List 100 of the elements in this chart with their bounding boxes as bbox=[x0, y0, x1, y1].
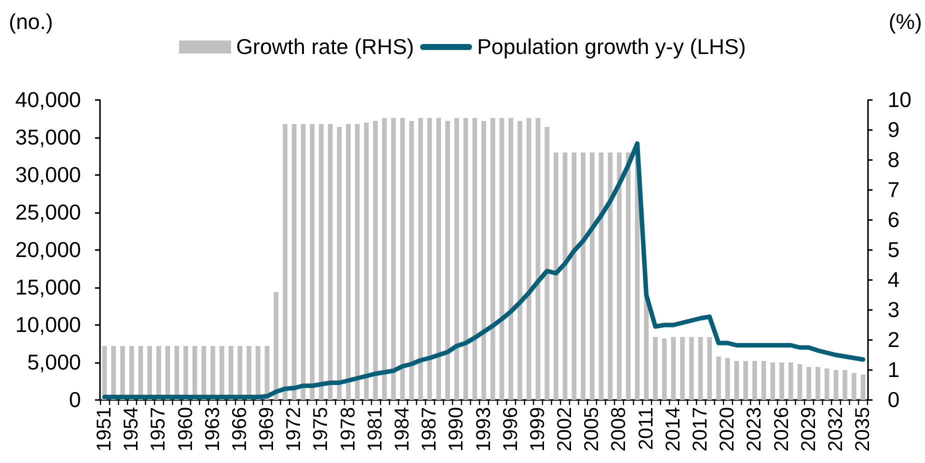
y2-tick-label: 5 bbox=[888, 238, 900, 262]
bar bbox=[445, 121, 450, 400]
x-tick-label: 2017 bbox=[690, 407, 712, 452]
bar bbox=[391, 118, 396, 400]
y2-tick-label: 10 bbox=[888, 88, 912, 112]
bar bbox=[499, 118, 504, 400]
bar bbox=[752, 361, 758, 400]
bar bbox=[418, 118, 423, 400]
bar bbox=[761, 361, 766, 400]
bar bbox=[364, 122, 369, 400]
bar bbox=[608, 152, 613, 400]
bar bbox=[806, 367, 812, 400]
bar bbox=[490, 118, 496, 400]
x-tick-label: 1996 bbox=[500, 407, 522, 452]
bar bbox=[689, 337, 694, 400]
y-tick-label: 10,000 bbox=[15, 313, 82, 337]
y-tick-label: 30,000 bbox=[15, 163, 82, 187]
y2-tick-label: 9 bbox=[888, 118, 900, 142]
x-tick-label: 2005 bbox=[581, 407, 604, 452]
y-tick-label: 25,000 bbox=[15, 200, 82, 224]
y2-axis-title: (%) bbox=[888, 10, 922, 34]
bar bbox=[653, 337, 658, 400]
x-tick-label: 1966 bbox=[228, 407, 251, 452]
bar bbox=[816, 367, 820, 400]
bar bbox=[598, 152, 604, 400]
x-tick-label: 1954 bbox=[120, 407, 143, 452]
x-tick-label: 2026 bbox=[770, 407, 793, 452]
bar bbox=[590, 152, 594, 400]
bar bbox=[355, 124, 360, 400]
bar bbox=[400, 118, 405, 400]
bar bbox=[300, 124, 306, 400]
bar bbox=[518, 121, 522, 400]
bar bbox=[671, 337, 676, 400]
x-tick-label: 2011 bbox=[635, 407, 658, 450]
bar bbox=[220, 346, 224, 400]
bar bbox=[860, 374, 866, 400]
x-tick-label: 1957 bbox=[148, 407, 170, 452]
x-tick-label: 1987 bbox=[418, 407, 441, 452]
x-tick-label: 2020 bbox=[716, 407, 739, 452]
x-tick-label: 2008 bbox=[608, 407, 630, 452]
bar bbox=[698, 337, 703, 400]
y-tick-label: 40,000 bbox=[15, 88, 82, 112]
bar bbox=[346, 124, 351, 400]
y2-tick-label: 7 bbox=[888, 178, 900, 202]
bar bbox=[228, 346, 234, 400]
y2-tick-label: 1 bbox=[888, 358, 900, 382]
bar bbox=[508, 118, 514, 400]
legend-label: Growth rate (RHS) bbox=[236, 35, 414, 59]
x-tick-label: 1993 bbox=[472, 407, 495, 452]
bar bbox=[463, 118, 468, 400]
x-tick-label: 2002 bbox=[554, 407, 576, 452]
bar bbox=[707, 337, 712, 400]
bar bbox=[572, 152, 576, 400]
x-tick-label: 2023 bbox=[744, 407, 766, 452]
bar bbox=[264, 346, 270, 400]
bar bbox=[544, 127, 550, 400]
y2-tick-label: 2 bbox=[888, 328, 900, 352]
bar bbox=[318, 124, 324, 400]
x-tick-label: 1981 bbox=[364, 407, 386, 452]
x-tick-label: 1999 bbox=[526, 407, 549, 452]
bar bbox=[536, 118, 540, 400]
bar bbox=[238, 346, 242, 400]
bar bbox=[246, 346, 252, 400]
x-tick-label: 1984 bbox=[392, 407, 414, 452]
bar bbox=[616, 152, 622, 400]
bar bbox=[328, 124, 333, 400]
x-tick-label: 1969 bbox=[256, 407, 278, 452]
x-tick-label: 1963 bbox=[202, 407, 224, 452]
y2-tick-label: 8 bbox=[888, 148, 900, 172]
x-tick-label: 1960 bbox=[174, 407, 197, 452]
bar bbox=[373, 121, 378, 400]
y-tick-label: 20,000 bbox=[15, 238, 82, 262]
bar bbox=[716, 356, 721, 400]
bar bbox=[526, 118, 532, 400]
bar bbox=[427, 118, 432, 400]
bar bbox=[797, 364, 802, 400]
bar bbox=[436, 118, 441, 400]
bar bbox=[554, 152, 558, 400]
bar bbox=[770, 362, 776, 400]
y2-tick-label: 3 bbox=[888, 298, 900, 322]
bar bbox=[409, 121, 414, 400]
bar bbox=[336, 127, 342, 400]
x-tick-label: 2032 bbox=[824, 407, 847, 452]
y2-tick-label: 0 bbox=[888, 388, 900, 412]
y-tick-label: 35,000 bbox=[15, 126, 82, 150]
y-tick-label: 0 bbox=[69, 388, 82, 412]
bar bbox=[102, 346, 107, 400]
bar bbox=[580, 152, 586, 400]
bar bbox=[680, 337, 685, 400]
y-tick-label: 15,000 bbox=[15, 276, 82, 300]
bar bbox=[852, 373, 856, 400]
bar bbox=[382, 118, 387, 400]
bar bbox=[256, 346, 260, 400]
bar bbox=[834, 370, 838, 400]
y-axis-title: (no.) bbox=[8, 10, 53, 34]
bar bbox=[725, 358, 730, 400]
bar bbox=[292, 124, 296, 400]
bar bbox=[274, 292, 278, 400]
bar bbox=[562, 152, 568, 400]
bar bbox=[842, 370, 848, 400]
